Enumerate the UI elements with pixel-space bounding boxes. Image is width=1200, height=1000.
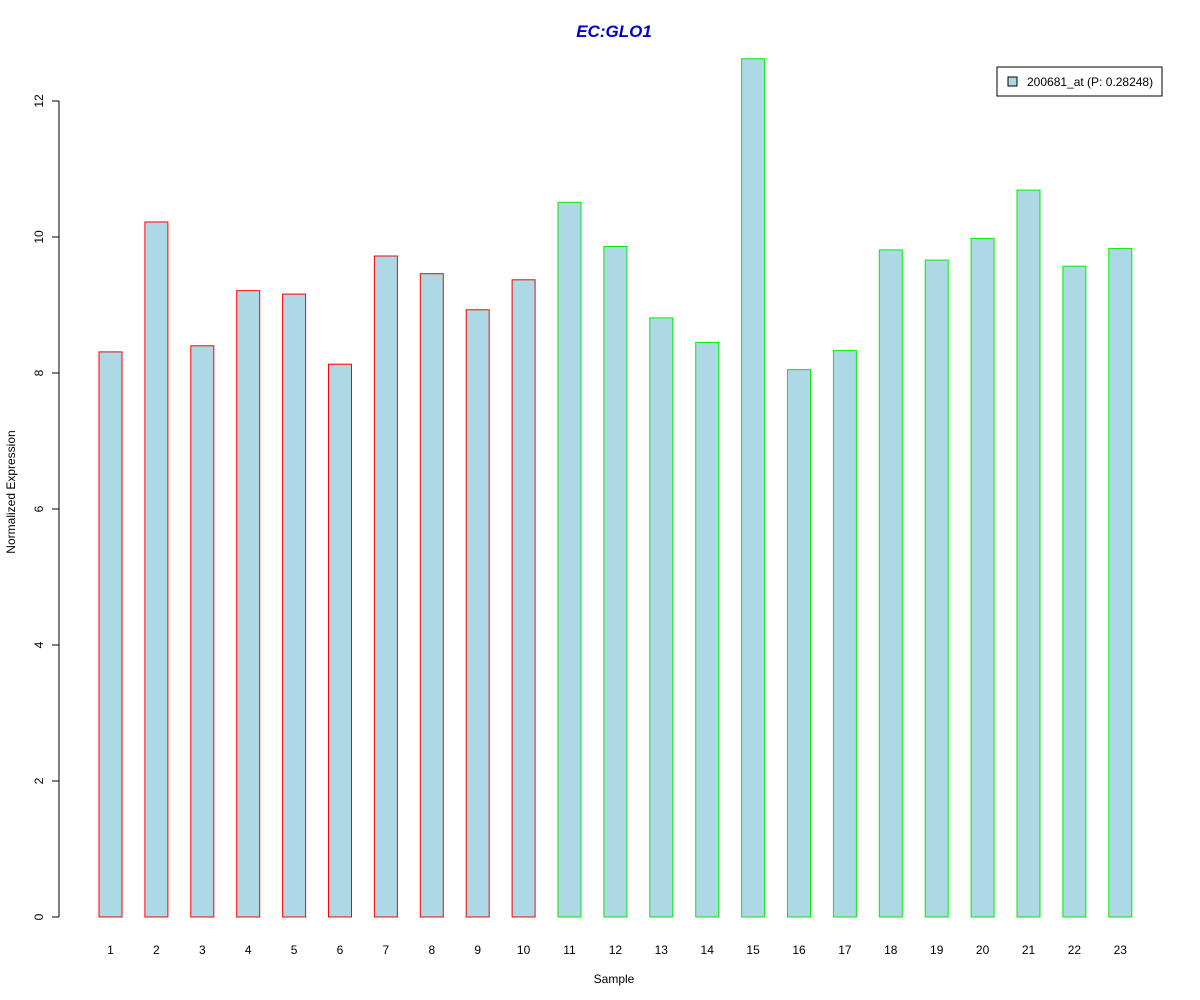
bar-12 [603, 246, 628, 918]
y-tick-label: 2 [32, 777, 46, 784]
bar-23 [1108, 248, 1133, 918]
bar-18 [878, 249, 903, 918]
x-tick-label: 21 [1022, 943, 1036, 957]
bar-13 [649, 317, 674, 918]
bar-8 [419, 273, 444, 918]
x-tick-label: 10 [517, 943, 531, 957]
x-tick-label: 23 [1114, 943, 1128, 957]
y-tick-label: 12 [32, 94, 46, 108]
y-tick-label: 8 [32, 369, 46, 376]
x-tick-label: 2 [153, 943, 160, 957]
bar-3 [190, 345, 215, 918]
x-tick-label: 12 [609, 943, 623, 957]
bar-4 [236, 290, 261, 918]
x-tick-label: 7 [383, 943, 390, 957]
x-tick-label: 6 [337, 943, 344, 957]
x-tick-label: 5 [291, 943, 298, 957]
x-tick-label: 4 [245, 943, 252, 957]
bar-7 [373, 255, 398, 918]
bar-21 [1016, 189, 1041, 918]
x-tick-label: 14 [701, 943, 715, 957]
x-axis-label: Sample [594, 972, 635, 986]
bar-10 [511, 279, 536, 918]
bar-14 [695, 341, 720, 918]
y-tick-label: 0 [32, 913, 46, 920]
x-tick-label: 17 [838, 943, 852, 957]
bar-17 [832, 350, 857, 918]
bar-16 [787, 369, 811, 918]
bar-5 [282, 293, 307, 918]
x-tick-label: 15 [746, 943, 760, 957]
x-tick-label: 9 [474, 943, 481, 957]
bars [98, 58, 1133, 918]
legend-entry: 200681_at (P: 0.28248) [1027, 75, 1153, 89]
x-tick-label: 20 [976, 943, 990, 957]
x-tick-label: 18 [884, 943, 898, 957]
chart-title: EC:GLO1 [576, 22, 652, 41]
x-tick-label: 11 [563, 943, 576, 957]
y-tick-label: 10 [32, 230, 46, 244]
x-tick-label: 8 [428, 943, 435, 957]
y-axis: 0 2 4 6 8 10 12 [32, 94, 60, 920]
bar-20 [970, 237, 995, 918]
legend-swatch [1007, 76, 1018, 87]
x-tick-label: 3 [199, 943, 206, 957]
bar-6 [328, 363, 352, 918]
x-tick-label: 16 [792, 943, 806, 957]
y-tick-label: 6 [32, 505, 46, 512]
bar-19 [924, 259, 949, 918]
x-tick-label: 1 [107, 943, 114, 957]
bar-22 [1062, 265, 1087, 918]
x-tick-label: 19 [930, 943, 944, 957]
legend: 200681_at (P: 0.28248) [996, 66, 1163, 97]
x-tick-label: 22 [1068, 943, 1082, 957]
bar-1 [98, 351, 123, 918]
y-tick-label: 4 [32, 641, 46, 648]
y-axis-label: Normalized Expression [4, 430, 18, 553]
x-tick-labels: 1 2 3 4 5 6 7 8 9 10 11 12 13 14 15 16 17 18 19 20 21 22 23 [107, 943, 1127, 957]
bar-11 [557, 201, 582, 918]
legend-box [996, 66, 1163, 97]
bar-15 [741, 58, 766, 918]
x-tick-label: 13 [655, 943, 669, 957]
bar-2 [144, 221, 169, 918]
bar-9 [465, 309, 490, 918]
